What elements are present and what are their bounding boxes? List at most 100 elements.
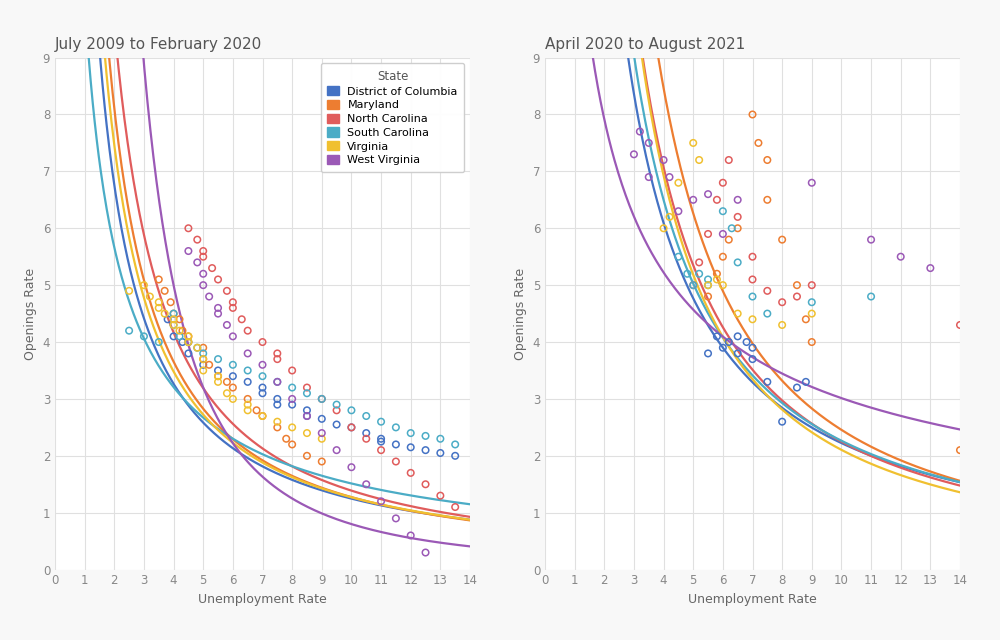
Point: [157, 285, 173, 296]
Point: [189, 342, 205, 353]
Point: [343, 462, 359, 472]
Point: [418, 479, 434, 490]
Point: [210, 354, 226, 364]
Point: [195, 280, 211, 291]
Point: [432, 434, 448, 444]
Point: [721, 337, 737, 347]
Point: [254, 411, 270, 421]
Point: [403, 428, 419, 438]
Point: [195, 354, 211, 364]
Point: [388, 422, 404, 433]
Point: [739, 337, 755, 347]
Point: [626, 149, 642, 159]
Point: [656, 223, 672, 234]
Point: [730, 223, 746, 234]
Point: [299, 428, 315, 438]
Point: [174, 326, 190, 336]
Point: [373, 445, 389, 455]
Point: [329, 419, 345, 429]
Point: [388, 456, 404, 467]
Point: [166, 320, 182, 330]
Point: [670, 178, 686, 188]
Point: [700, 189, 716, 199]
Point: [691, 155, 707, 165]
Point: [284, 394, 300, 404]
Point: [204, 263, 220, 273]
Point: [284, 365, 300, 376]
Point: [641, 172, 657, 182]
Point: [172, 326, 188, 336]
Point: [225, 303, 241, 313]
Point: [744, 252, 761, 262]
Point: [804, 337, 820, 347]
Point: [447, 439, 463, 449]
Point: [180, 348, 196, 358]
Point: [709, 195, 725, 205]
Point: [314, 434, 330, 444]
Point: [180, 246, 196, 256]
Point: [759, 377, 775, 387]
Point: [195, 252, 211, 262]
Point: [284, 439, 300, 449]
Point: [180, 332, 196, 342]
Point: [715, 206, 731, 216]
Point: [166, 320, 182, 330]
Point: [225, 383, 241, 393]
Point: [240, 377, 256, 387]
Point: [314, 394, 330, 404]
Point: [284, 383, 300, 393]
Point: [225, 332, 241, 342]
Point: [709, 332, 725, 342]
Point: [700, 280, 716, 291]
Point: [789, 383, 805, 393]
Point: [388, 439, 404, 449]
Point: [744, 314, 761, 324]
Point: [249, 405, 265, 415]
X-axis label: Unemployment Rate: Unemployment Rate: [688, 593, 817, 606]
Point: [180, 332, 196, 342]
Point: [142, 291, 158, 301]
Point: [210, 303, 226, 313]
Point: [744, 342, 761, 353]
Point: [240, 326, 256, 336]
Point: [329, 399, 345, 410]
Point: [893, 252, 909, 262]
Point: [721, 155, 737, 165]
Point: [418, 445, 434, 455]
Y-axis label: Openings Rate: Openings Rate: [24, 268, 37, 360]
Point: [804, 280, 820, 291]
Point: [210, 365, 226, 376]
Point: [166, 314, 182, 324]
Point: [172, 332, 188, 342]
Point: [269, 348, 285, 358]
Point: [432, 490, 448, 500]
Point: [447, 502, 463, 512]
Point: [700, 291, 716, 301]
Point: [269, 377, 285, 387]
Point: [730, 212, 746, 222]
Point: [163, 297, 179, 307]
Point: [174, 337, 190, 347]
Point: [721, 234, 737, 244]
Point: [774, 320, 790, 330]
Point: [180, 337, 196, 347]
Point: [730, 332, 746, 342]
Point: [278, 434, 294, 444]
Point: [269, 399, 285, 410]
Point: [789, 291, 805, 301]
Point: [804, 178, 820, 188]
Point: [789, 280, 805, 291]
Point: [240, 405, 256, 415]
Point: [284, 399, 300, 410]
Point: [774, 234, 790, 244]
Point: [225, 394, 241, 404]
Point: [798, 377, 814, 387]
Point: [715, 252, 731, 262]
Point: [632, 127, 648, 137]
Point: [160, 314, 176, 324]
Point: [730, 308, 746, 319]
Point: [210, 371, 226, 381]
Point: [863, 234, 879, 244]
Point: [700, 280, 716, 291]
Point: [269, 417, 285, 427]
